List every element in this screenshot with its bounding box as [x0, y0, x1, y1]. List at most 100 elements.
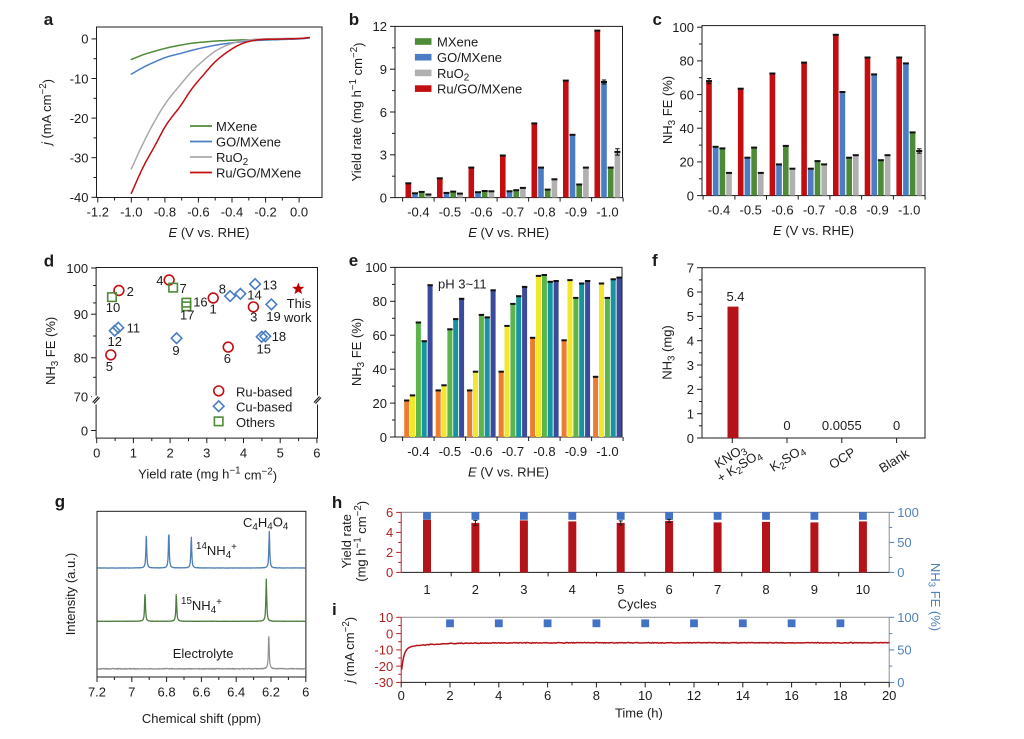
- svg-text:Electrolyte: Electrolyte: [173, 646, 234, 661]
- svg-text:E (V vs. RHE): E (V vs. RHE): [468, 465, 549, 480]
- svg-text:NH3​ FE (%): NH3​ FE (%): [925, 563, 943, 631]
- svg-text:-1.0: -1.0: [596, 205, 618, 220]
- svg-text:12: 12: [687, 688, 701, 703]
- svg-text:3: 3: [250, 310, 257, 325]
- svg-text:14: 14: [736, 688, 750, 703]
- svg-text:7: 7: [687, 261, 694, 276]
- svg-text:-0.8: -0.8: [533, 444, 555, 459]
- svg-text:7.2: 7.2: [88, 685, 106, 700]
- svg-text:a: a: [44, 10, 54, 29]
- svg-text:Ru/GO/MXene: Ru/GO/MXene: [437, 82, 522, 97]
- svg-text:0: 0: [81, 32, 88, 47]
- svg-text:6: 6: [313, 446, 320, 461]
- svg-text:6: 6: [687, 285, 694, 300]
- svg-text:d: d: [44, 251, 54, 270]
- svg-text:j (mA cm−2​): j (mA cm−2​): [38, 79, 55, 147]
- svg-text:NH3​ (mg): NH3​ (mg): [659, 325, 677, 380]
- svg-text:E (V vs. RHE): E (V vs. RHE): [468, 225, 549, 240]
- svg-text:4: 4: [495, 688, 502, 703]
- svg-text:RuO2: RuO2: [216, 150, 248, 168]
- svg-text:7: 7: [180, 281, 187, 296]
- svg-text:3: 3: [380, 148, 387, 163]
- svg-text:0: 0: [93, 446, 100, 461]
- svg-text:40: 40: [680, 121, 694, 136]
- svg-text:Cu-based: Cu-based: [236, 400, 292, 415]
- svg-text:-0.8: -0.8: [154, 205, 176, 220]
- svg-text:b: b: [349, 10, 359, 29]
- svg-text:20: 20: [680, 155, 694, 170]
- svg-text:13: 13: [263, 278, 277, 293]
- svg-text:6.2: 6.2: [262, 685, 280, 700]
- svg-text:0: 0: [783, 418, 790, 433]
- svg-text:0: 0: [893, 418, 900, 433]
- svg-text:5: 5: [277, 446, 284, 461]
- svg-text:-1.0: -1.0: [898, 203, 920, 218]
- svg-text:3: 3: [203, 446, 210, 461]
- svg-text:10: 10: [856, 582, 870, 597]
- svg-text:MXene: MXene: [437, 35, 478, 50]
- svg-text:K2​SO4: K2​SO4: [767, 441, 810, 477]
- svg-text:-0.8: -0.8: [533, 205, 555, 220]
- svg-text:100: 100: [672, 20, 694, 35]
- svg-text:0: 0: [687, 188, 694, 203]
- svg-text:i: i: [332, 600, 337, 619]
- svg-text:6: 6: [302, 685, 309, 700]
- svg-text:-0.6: -0.6: [771, 203, 793, 218]
- svg-text:pH 3~11: pH 3~11: [438, 277, 487, 292]
- svg-text:work: work: [283, 310, 312, 325]
- svg-text:f: f: [652, 251, 658, 270]
- svg-text:1: 1: [210, 301, 217, 316]
- svg-text:0: 0: [81, 423, 88, 438]
- svg-text:5: 5: [687, 309, 694, 324]
- svg-text:-30: -30: [374, 675, 393, 690]
- svg-text:-0.4: -0.4: [407, 205, 429, 220]
- svg-text:14​NH4​+: 14​NH4​+: [196, 541, 237, 561]
- svg-text:2: 2: [687, 382, 694, 397]
- svg-text:0: 0: [380, 430, 387, 445]
- svg-text:0: 0: [897, 675, 904, 690]
- svg-text:-0.7: -0.7: [502, 205, 524, 220]
- svg-text:E (V vs. RHE): E (V vs. RHE): [169, 225, 250, 240]
- svg-text:50: 50: [897, 535, 911, 550]
- svg-text:0: 0: [398, 688, 405, 703]
- svg-text:8: 8: [219, 281, 226, 296]
- svg-text:-1.0: -1.0: [596, 444, 618, 459]
- svg-text:-0.6: -0.6: [187, 205, 209, 220]
- svg-text:0.0055: 0.0055: [822, 418, 862, 433]
- svg-text:GO/MXene: GO/MXene: [437, 50, 502, 65]
- svg-text:6.4: 6.4: [227, 685, 245, 700]
- svg-text:g: g: [55, 492, 65, 511]
- svg-text:50: 50: [897, 643, 911, 658]
- svg-text:2: 2: [386, 545, 393, 560]
- svg-text:-0.5: -0.5: [439, 444, 461, 459]
- svg-text:17: 17: [180, 308, 194, 323]
- svg-text:40: 40: [373, 362, 387, 377]
- svg-text:14: 14: [247, 287, 261, 302]
- svg-text:-0.2: -0.2: [254, 205, 276, 220]
- svg-text:5: 5: [106, 359, 113, 374]
- svg-text:10: 10: [379, 610, 393, 625]
- svg-text:6.8: 6.8: [158, 685, 176, 700]
- svg-text:-0.4: -0.4: [407, 444, 429, 459]
- svg-text:5: 5: [617, 582, 624, 597]
- svg-text:NH3​ FE (%): NH3​ FE (%): [660, 76, 678, 144]
- svg-text:100: 100: [897, 610, 919, 625]
- svg-text:-0.8: -0.8: [835, 203, 857, 218]
- svg-text:Chemical shift (ppm): Chemical shift (ppm): [142, 711, 261, 726]
- svg-text:Ru-based: Ru-based: [236, 384, 292, 399]
- svg-text:10: 10: [638, 688, 652, 703]
- svg-text:-40: -40: [70, 190, 89, 205]
- svg-text:19: 19: [266, 309, 280, 324]
- svg-text:-0.7: -0.7: [502, 444, 524, 459]
- svg-text:-0.7: -0.7: [803, 203, 825, 218]
- svg-text:-20: -20: [70, 111, 89, 126]
- svg-text:6: 6: [544, 688, 551, 703]
- svg-text:3: 3: [687, 358, 694, 373]
- svg-text:18: 18: [272, 329, 286, 344]
- svg-text:C4​H4​O4: C4​H4​O4: [243, 515, 289, 533]
- svg-text:Time (h): Time (h): [615, 706, 663, 721]
- svg-text:2: 2: [446, 688, 453, 703]
- svg-text:70: 70: [74, 390, 88, 405]
- svg-text:Intensity (a.u.): Intensity (a.u.): [63, 553, 78, 635]
- svg-text:-0.9: -0.9: [565, 205, 587, 220]
